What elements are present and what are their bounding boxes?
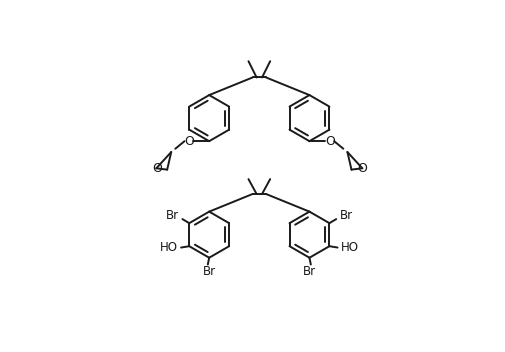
Text: Br: Br — [302, 265, 316, 278]
Text: O: O — [152, 163, 162, 175]
Text: Br: Br — [339, 209, 352, 222]
Text: O: O — [324, 135, 334, 148]
Text: HO: HO — [160, 241, 178, 254]
Text: Br: Br — [165, 209, 178, 222]
Text: O: O — [183, 135, 193, 148]
Text: Br: Br — [202, 265, 215, 278]
Text: HO: HO — [340, 241, 358, 254]
Text: O: O — [356, 163, 366, 175]
